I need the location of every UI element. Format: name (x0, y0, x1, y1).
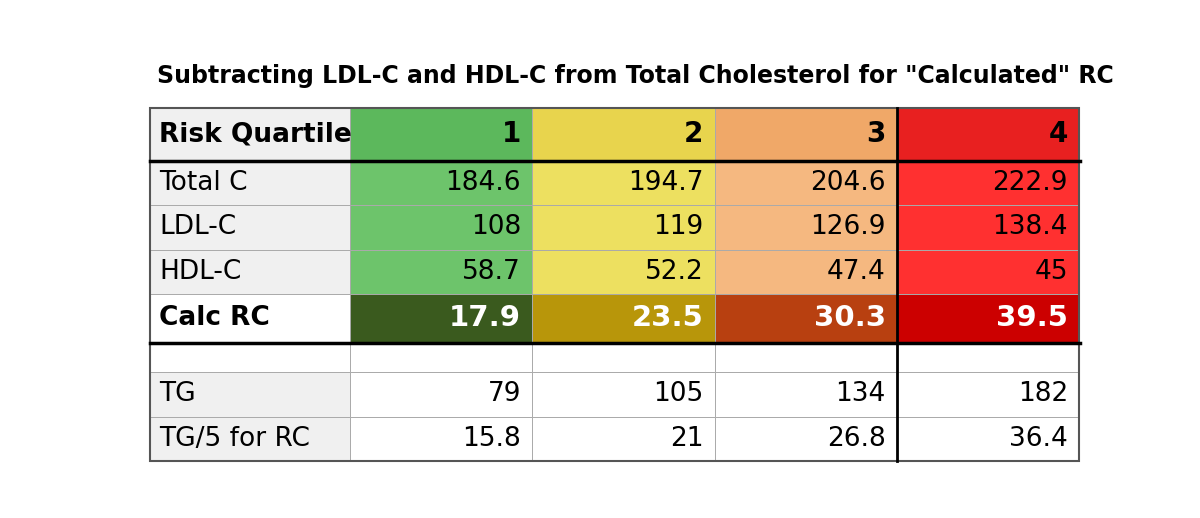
Bar (350, 372, 533, 416)
Bar (714, 342, 896, 372)
Text: 45: 45 (1034, 259, 1068, 285)
Text: 126.9: 126.9 (810, 214, 886, 240)
Text: 134: 134 (835, 381, 886, 408)
Text: 4: 4 (1049, 121, 1068, 149)
Bar (150, 416, 350, 461)
Text: Calc RC: Calc RC (160, 305, 270, 332)
Text: 52.2: 52.2 (644, 259, 703, 285)
Bar (533, 416, 714, 461)
Bar (896, 205, 1079, 250)
Text: 58.7: 58.7 (462, 259, 521, 285)
Bar (150, 161, 350, 205)
Bar (150, 108, 350, 161)
Text: LDL-C: LDL-C (160, 214, 236, 240)
Bar (533, 108, 714, 161)
Text: TG: TG (160, 381, 196, 408)
Text: 194.7: 194.7 (628, 170, 703, 196)
Text: 39.5: 39.5 (996, 305, 1068, 333)
Text: HDL-C: HDL-C (160, 259, 241, 285)
Text: Risk Quartile: Risk Quartile (160, 121, 352, 148)
Text: 47.4: 47.4 (827, 259, 886, 285)
Bar (150, 205, 350, 250)
Text: Subtracting LDL-C and HDL-C from Total Cholesterol for "Calculated" RC: Subtracting LDL-C and HDL-C from Total C… (157, 64, 1114, 88)
Text: 184.6: 184.6 (445, 170, 521, 196)
Bar (896, 372, 1079, 416)
Text: 3: 3 (866, 121, 886, 149)
Bar (533, 372, 714, 416)
Bar (350, 342, 533, 372)
Bar (896, 342, 1079, 372)
Bar (350, 294, 533, 342)
Bar (150, 294, 350, 342)
Bar (150, 108, 1079, 461)
Text: 105: 105 (653, 381, 703, 408)
Text: 222.9: 222.9 (992, 170, 1068, 196)
Bar (714, 250, 896, 294)
Bar (533, 205, 714, 250)
Bar (896, 294, 1079, 342)
Text: 26.8: 26.8 (827, 426, 886, 452)
Bar (350, 205, 533, 250)
Text: 108: 108 (470, 214, 521, 240)
Bar (896, 416, 1079, 461)
Bar (714, 294, 896, 342)
Text: 138.4: 138.4 (992, 214, 1068, 240)
Text: 2: 2 (684, 121, 703, 149)
Bar (714, 108, 896, 161)
Text: 23.5: 23.5 (631, 305, 703, 333)
Text: 119: 119 (653, 214, 703, 240)
Bar (714, 372, 896, 416)
Text: 15.8: 15.8 (462, 426, 521, 452)
Bar (350, 161, 533, 205)
Text: TG/5 for RC: TG/5 for RC (160, 426, 310, 452)
Text: Total C: Total C (160, 170, 248, 196)
Bar (714, 205, 896, 250)
Text: 1: 1 (502, 121, 521, 149)
Text: 21: 21 (670, 426, 703, 452)
Bar (150, 342, 350, 372)
Bar (714, 416, 896, 461)
Text: 182: 182 (1018, 381, 1068, 408)
Bar (533, 250, 714, 294)
Text: 17.9: 17.9 (449, 305, 521, 333)
Bar (150, 372, 350, 416)
Bar (714, 161, 896, 205)
Text: 30.3: 30.3 (814, 305, 886, 333)
Bar (350, 416, 533, 461)
Bar (896, 108, 1079, 161)
Bar (533, 342, 714, 372)
Text: 36.4: 36.4 (1009, 426, 1068, 452)
Text: 79: 79 (487, 381, 521, 408)
Bar (896, 250, 1079, 294)
Bar (350, 250, 533, 294)
Text: 204.6: 204.6 (810, 170, 886, 196)
Bar (533, 294, 714, 342)
Bar (350, 108, 533, 161)
Bar (896, 161, 1079, 205)
Bar (533, 161, 714, 205)
Bar (150, 250, 350, 294)
